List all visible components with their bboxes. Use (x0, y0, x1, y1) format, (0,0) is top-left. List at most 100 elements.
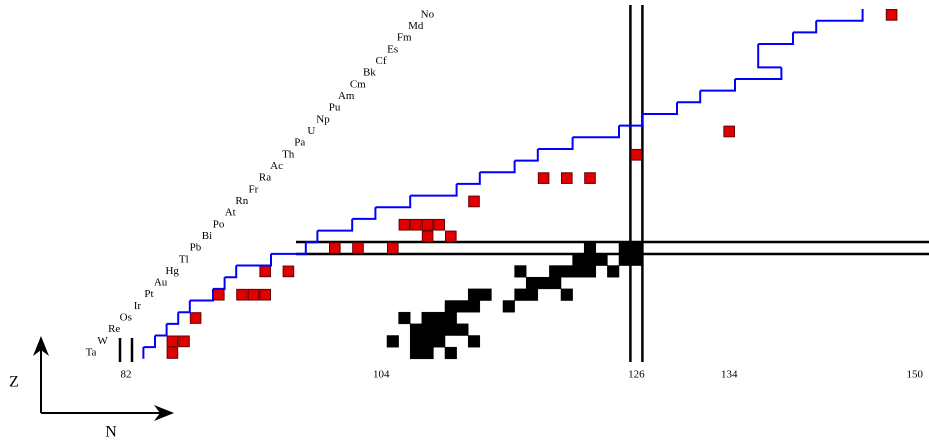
element-label: Cf (376, 55, 387, 67)
element-label: Cm (350, 78, 366, 90)
known-nucleus (409, 346, 423, 360)
element-label: Am (338, 90, 355, 102)
element-label: Ra (259, 172, 271, 184)
known-nucleus (502, 300, 515, 313)
element-label: At (225, 207, 236, 219)
known-nucleus (583, 241, 597, 255)
drip-line (155, 323, 168, 337)
element-label: Es (387, 43, 398, 55)
drip-line (537, 137, 574, 150)
known-nucleus (444, 311, 457, 325)
element-label: No (421, 8, 435, 20)
drip-line (735, 67, 783, 80)
predicted-nucleus (259, 288, 271, 301)
drip-line (642, 102, 678, 115)
known-nucleus (456, 323, 469, 336)
predicted-nucleus (584, 172, 596, 184)
predicted-nucleus (410, 218, 422, 231)
drip-line (793, 20, 818, 34)
known-nucleus (479, 288, 492, 301)
known-nucleus (537, 276, 550, 290)
drip-line (757, 55, 782, 69)
known-nucleus (444, 300, 457, 313)
known-nucleus (525, 276, 539, 290)
predicted-nucleus (282, 265, 295, 278)
predicted-nucleus (445, 230, 457, 243)
drip-line (410, 183, 458, 197)
predicted-nucleus (166, 347, 179, 359)
known-nucleus (421, 335, 434, 348)
known-nucleus (444, 323, 457, 336)
drip-line (143, 335, 156, 349)
drip-line (619, 113, 644, 127)
predicted-nucleus (189, 312, 202, 324)
element-label: Ta (86, 347, 97, 359)
known-nucleus (583, 265, 597, 278)
drip-line (758, 32, 794, 46)
element-label: Pa (294, 137, 305, 149)
known-nucleus (514, 265, 527, 278)
known-nucleus (630, 241, 643, 255)
known-nucleus (549, 265, 562, 278)
drip-line (352, 207, 377, 220)
known-nucleus (525, 288, 539, 301)
predicted-nucleus (329, 242, 341, 254)
predicted-nucleus (723, 125, 736, 138)
element-label: Pb (190, 242, 202, 254)
predicted-nucleus (166, 335, 179, 348)
predicted-nucleus (178, 335, 190, 348)
element-label: Au (154, 277, 168, 289)
known-nucleus (618, 253, 631, 266)
drip-line (317, 218, 354, 232)
predicted-nucleus (213, 288, 225, 301)
x-axis-label: N (105, 424, 117, 441)
element-label: Pu (329, 102, 341, 114)
x-tick-label: 82 (121, 369, 132, 381)
drip-line (514, 148, 539, 162)
element-label: Bk (363, 67, 376, 79)
element-label: Ac (270, 160, 283, 172)
known-nucleus (467, 288, 481, 301)
predicted-nucleus (433, 218, 445, 231)
predicted-nucleus (398, 218, 411, 231)
known-nucleus (456, 300, 469, 313)
drip-line (166, 312, 180, 325)
x-tick-label: 126 (628, 369, 645, 381)
x-tick-label: 104 (373, 369, 390, 381)
known-nucleus (560, 288, 573, 301)
predicted-nucleus (421, 230, 434, 243)
element-label: Hg (165, 265, 179, 277)
drip-line (236, 253, 272, 267)
element-label: Os (120, 312, 132, 324)
predicted-nucleus (236, 288, 248, 301)
drip-line (677, 90, 702, 104)
known-nucleus (595, 253, 608, 266)
known-nucleus (560, 265, 573, 278)
element-label: Tl (179, 253, 189, 265)
predicted-nucleus (468, 195, 480, 208)
known-nucleus (409, 323, 423, 336)
predicted-nucleus (630, 148, 643, 161)
predicted-nucleus (259, 265, 271, 278)
predicted-nucleus (247, 288, 260, 301)
drip-line (375, 195, 412, 209)
element-label: Rn (235, 195, 248, 207)
element-label: W (97, 335, 108, 347)
known-nucleus (433, 323, 446, 336)
known-nucleus (386, 335, 399, 348)
predicted-nucleus (421, 218, 434, 231)
predicted-nucleus (387, 242, 399, 254)
known-nucleus (607, 265, 620, 278)
drip-line (224, 265, 238, 279)
drip-line (178, 300, 191, 314)
predicted-nucleus (885, 9, 898, 21)
known-nucleus (398, 311, 411, 325)
x-tick-label: 134 (721, 369, 738, 381)
known-nucleus (409, 335, 423, 348)
element-label: Bi (202, 230, 212, 242)
element-label: Fm (397, 32, 412, 44)
drip-line (479, 160, 516, 174)
element-label: Ir (134, 300, 142, 312)
known-nucleus (467, 300, 481, 313)
